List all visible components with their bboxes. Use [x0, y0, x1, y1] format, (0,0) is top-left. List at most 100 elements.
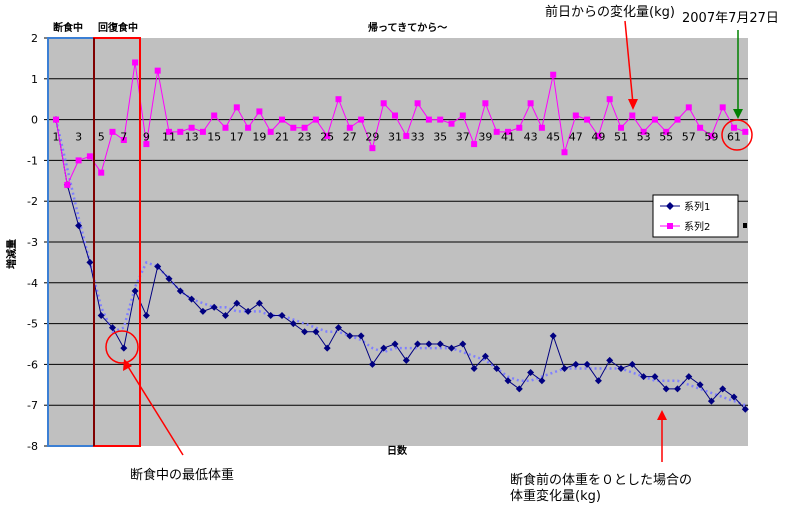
series-1-point: [696, 381, 704, 389]
series-1-point: [538, 377, 546, 385]
series-1-point: [380, 344, 388, 352]
series-2-point: [369, 145, 376, 152]
series-2-point: [53, 116, 59, 123]
series-1-point: [470, 364, 478, 372]
x-axis-title: 日数: [387, 444, 408, 457]
after-return-label: 帰ってきてから〜: [368, 21, 447, 34]
x-tick-label: 9: [143, 131, 150, 144]
series-1-point: [685, 373, 693, 381]
series-1-point: [640, 373, 648, 381]
series-2-point: [154, 67, 161, 74]
series-1-point: [628, 360, 636, 368]
series-1-point: [674, 385, 681, 393]
x-tick-label: 21: [275, 131, 289, 144]
series-2-point: [516, 124, 523, 131]
recovery-label: 回復食中: [98, 21, 138, 34]
series-2-point: [697, 124, 704, 131]
series-2-point: [245, 124, 252, 131]
x-tick-label: 55: [659, 131, 673, 144]
series-1-point: [210, 303, 218, 311]
x-tick-label: 61: [727, 131, 741, 144]
series-2-point: [493, 128, 500, 135]
x-tick-label: 45: [546, 131, 560, 144]
x-tick-label: 41: [501, 131, 515, 144]
series-2-point: [64, 181, 71, 188]
series-2-point: [618, 124, 624, 131]
series-1-point: [436, 340, 444, 348]
series-1-point: [109, 324, 116, 332]
y-tick-label: 0: [31, 114, 38, 127]
legend-series-1-marker: [666, 202, 674, 210]
x-tick-label: 7: [120, 131, 127, 144]
x-tick-label: 59: [704, 131, 718, 144]
series-2-line: [53, 59, 749, 188]
legend-series-2-marker: [667, 223, 673, 229]
min-weight-arrow: [126, 364, 184, 456]
x-tick-label: 49: [591, 131, 605, 144]
series-2-point: [505, 128, 511, 135]
series-1-point: [730, 393, 738, 401]
series-2-point: [358, 116, 365, 123]
y-tick-label: -5: [27, 318, 38, 331]
series-1-point: [651, 373, 659, 381]
series-1-point: [244, 307, 252, 315]
series-2-point: [233, 104, 240, 111]
series-1-point: [549, 332, 557, 340]
series-1-point: [165, 275, 173, 283]
min-weight-label: 断食中の最低体重: [130, 467, 234, 483]
series-1-point: [357, 332, 365, 340]
series-2-point: [211, 112, 218, 119]
series-2-point: [482, 100, 489, 107]
x-tick-label: 33: [411, 131, 425, 144]
legend-series-1-label: 系列1: [684, 200, 710, 213]
series-2-point: [199, 128, 206, 135]
series-1-point: [131, 287, 139, 295]
series-1-point: [572, 360, 580, 368]
series-1-point: [414, 340, 422, 348]
series-2-point: [595, 132, 602, 139]
series-1-point: [448, 344, 455, 352]
series-1-point: [86, 258, 94, 266]
total-change-arrowhead: [657, 410, 667, 420]
series-1-point: [346, 332, 354, 340]
series-2-point: [132, 59, 139, 66]
series-1-point: [425, 340, 433, 348]
series-1-point: [662, 385, 670, 393]
series-2-point: [538, 124, 545, 131]
total-change-label-line1: 断食前の体重を０とした場合の: [510, 472, 692, 488]
daily-change-arrowhead: [628, 99, 638, 110]
y-tick-label: -7: [27, 399, 38, 412]
series-2-point: [86, 153, 93, 160]
series-2-point: [290, 124, 297, 131]
series-2-point: [561, 149, 568, 156]
y-axis-title: 増減量: [5, 239, 18, 269]
series-2-point: [392, 112, 398, 119]
series-2-point: [550, 71, 557, 78]
series-1-point: [719, 385, 727, 393]
series-2-point: [177, 128, 184, 135]
series-1-point: [368, 360, 376, 368]
legend: 系列1 系列2: [652, 194, 739, 238]
series-2-point: [324, 132, 331, 139]
series-2-point: [629, 112, 636, 119]
series-1-point: [515, 385, 523, 393]
series-1-point: [154, 262, 162, 270]
series-1-point: [323, 344, 331, 352]
series-2-point: [109, 128, 116, 135]
series-1-point: [402, 356, 410, 364]
x-tick-label: 29: [365, 131, 379, 144]
x-tick-label: 43: [524, 131, 538, 144]
series-2-point: [279, 116, 285, 123]
series-1-point: [301, 328, 309, 336]
series-2-point: [222, 124, 229, 131]
series-1-point: [199, 307, 207, 315]
series-1-line: [52, 116, 749, 413]
x-tick-label: 57: [682, 131, 696, 144]
x-tick-label: 11: [162, 131, 176, 144]
series-1-point: [459, 340, 467, 348]
x-tick-label: 37: [456, 131, 470, 144]
series-1-point: [391, 340, 399, 348]
series-2-point: [527, 100, 534, 107]
date-arrowhead: [733, 109, 743, 119]
